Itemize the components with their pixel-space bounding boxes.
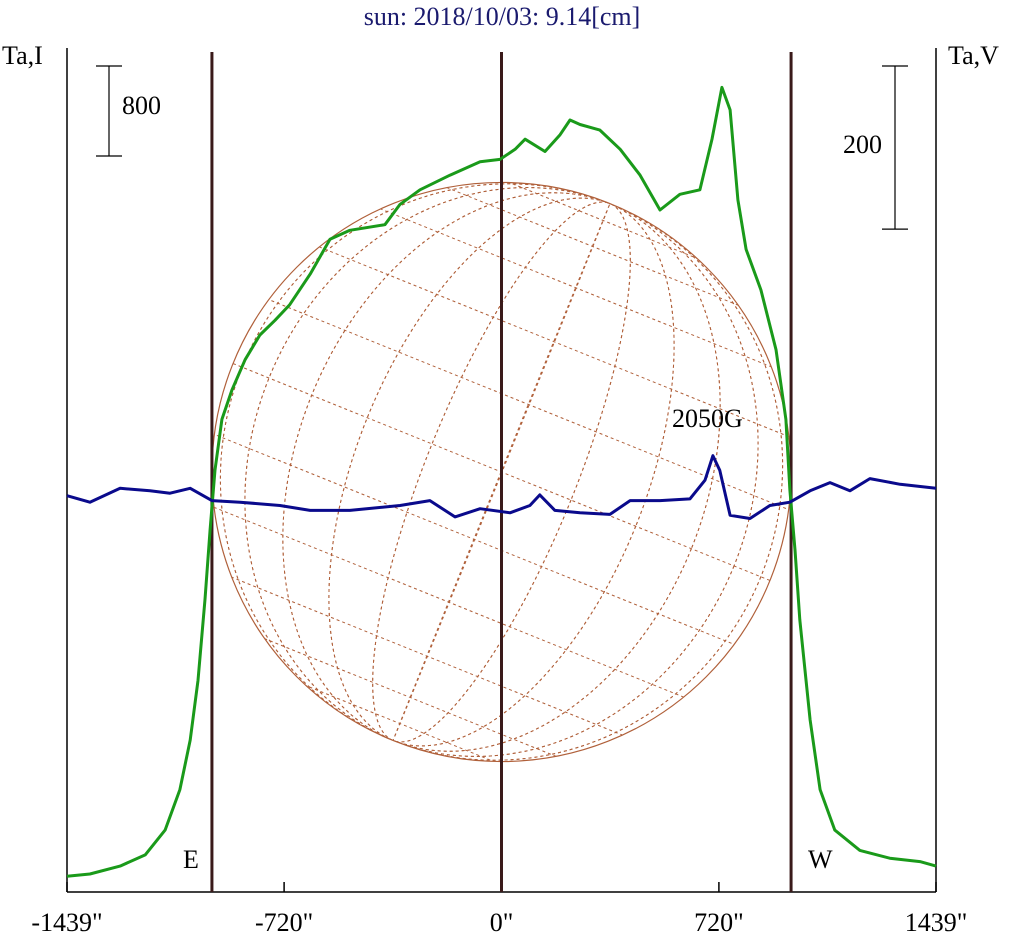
- scale-bar: [882, 65, 908, 230]
- scale-bar: [96, 65, 122, 157]
- scale-bar-label: 200: [843, 130, 882, 159]
- x-tick-label: -1439": [31, 908, 102, 937]
- parallel: [323, 137, 862, 356]
- x-tick-label: 1439": [905, 908, 968, 937]
- annotation: E: [183, 845, 199, 874]
- series-line: [66, 85, 937, 878]
- parallel: [141, 588, 680, 807]
- annotation: 2050G: [672, 404, 743, 433]
- meridian: [372, 201, 631, 743]
- y2-axis-label: Ta,V: [948, 41, 999, 70]
- x-tick-label: 0": [490, 908, 514, 937]
- y-axis-label: Ta,I: [2, 41, 43, 70]
- parallel: [205, 430, 743, 649]
- parallel: [260, 295, 798, 514]
- chart-title: sun: 2018/10/03: 9.14[cm]: [364, 2, 641, 31]
- x-tick-label: -720": [255, 908, 313, 937]
- parallel: [307, 178, 845, 397]
- parallel: [285, 232, 823, 451]
- x-tick-label: 720": [694, 908, 744, 937]
- annotation: W: [808, 845, 833, 874]
- parallel: [180, 493, 718, 712]
- parallel: [158, 547, 696, 766]
- series-line: [66, 454, 937, 520]
- scale-bar-label: 800: [122, 91, 161, 120]
